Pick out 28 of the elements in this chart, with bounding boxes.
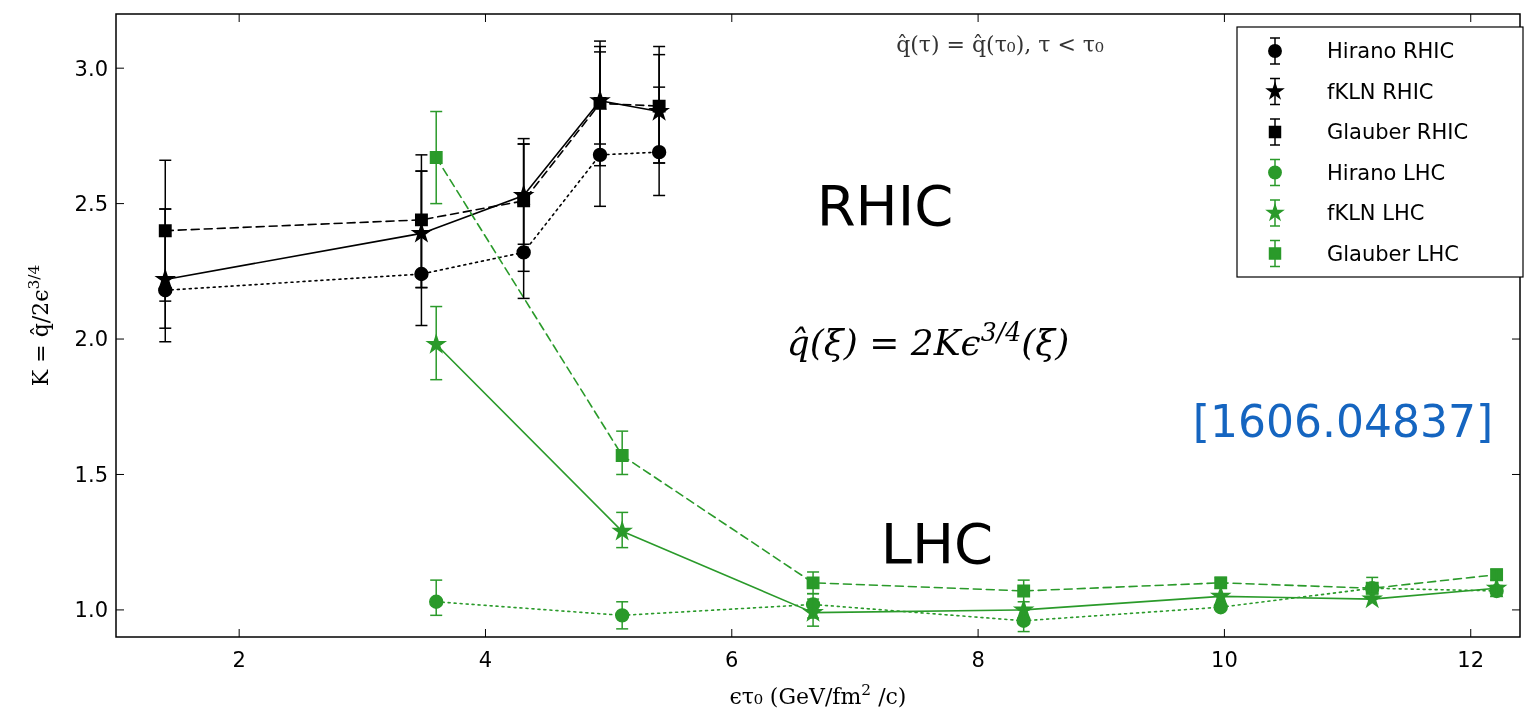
point [158,224,172,238]
x-tick-label: 6 [725,648,739,672]
point [414,266,429,282]
point [1014,600,1033,618]
annotation: LHC [880,511,994,576]
x-axis-title: ϵτ₀ (GeV/fm$^{2}$ /c) [729,681,907,709]
legend-label: Hirano RHIC [1327,39,1455,64]
y-tick-label: 2.0 [74,327,108,352]
annotation: q̂(ξ) = 2Kϵ$^{3/4}$(ξ) [786,317,1070,363]
y-tick-label: 2.5 [74,191,108,216]
annotation: q̂(τ) = q̂(τ₀), τ < τ₀ [896,32,1104,57]
y-tick-label: 3.0 [74,56,108,81]
x-tick-label: 10 [1211,648,1238,672]
y-tick-label: 1.0 [74,598,108,623]
point [414,213,428,227]
x-tick-label: 4 [478,648,493,672]
annotation: [1606.04837] [1192,396,1494,447]
annotation: RHIC [816,173,954,238]
legend-label: Glauber LHC [1327,241,1459,266]
x-tick-label: 2 [232,648,246,672]
point [156,269,175,288]
x-tick-label: 12 [1457,648,1485,672]
legend-label: fKLN LHC [1327,201,1425,226]
x-tick-label: 8 [971,648,985,672]
legend-label: Hirano LHC [1327,160,1446,185]
legend-label: fKLN RHIC [1327,79,1434,104]
legend-label: Glauber RHIC [1327,120,1469,145]
y-tick-label: 1.5 [74,462,108,487]
